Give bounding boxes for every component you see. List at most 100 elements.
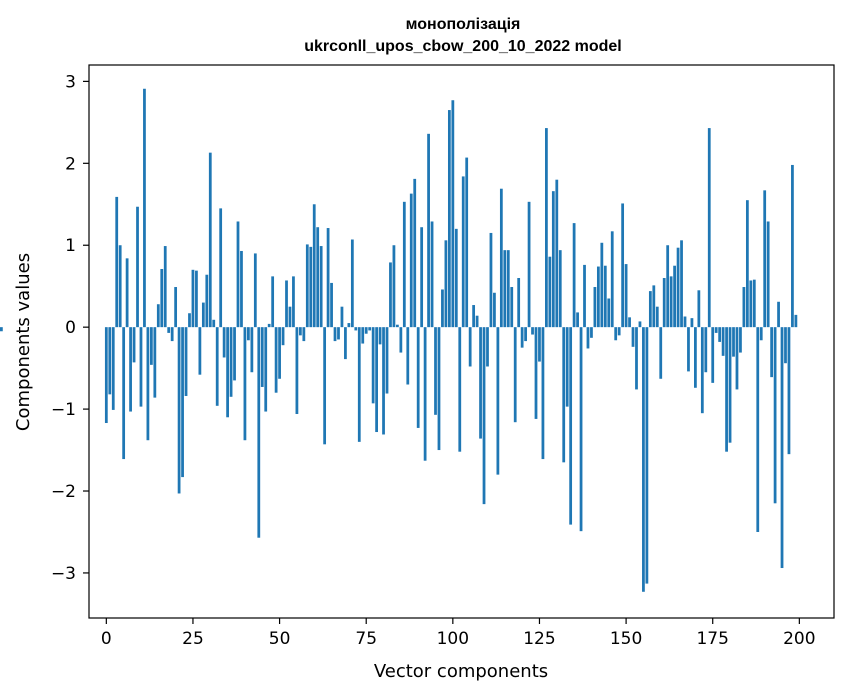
bar xyxy=(569,327,573,525)
bar xyxy=(721,327,725,356)
bar xyxy=(347,323,351,328)
bar xyxy=(475,315,479,328)
bar xyxy=(264,327,268,412)
bar xyxy=(631,327,635,347)
bar xyxy=(104,327,108,424)
bar xyxy=(337,327,340,340)
bar xyxy=(642,327,645,592)
bar xyxy=(697,290,701,328)
bar xyxy=(749,280,753,328)
bar xyxy=(444,240,448,328)
bar xyxy=(499,188,503,328)
bar xyxy=(222,327,226,358)
bar xyxy=(191,269,195,328)
bar xyxy=(690,318,694,328)
y-tick-label: 3 xyxy=(65,72,76,92)
bar xyxy=(160,268,164,328)
bar xyxy=(354,327,358,331)
x-tick-label: 100 xyxy=(437,629,469,649)
bar xyxy=(129,327,132,412)
bar xyxy=(330,282,333,328)
bar xyxy=(545,128,548,328)
bar xyxy=(361,327,365,344)
bar xyxy=(454,228,458,328)
bar xyxy=(441,289,444,328)
bar xyxy=(143,88,146,328)
bar xyxy=(385,327,389,394)
bar xyxy=(402,201,406,328)
bar xyxy=(423,327,427,461)
bar xyxy=(732,327,735,357)
plot-area-frame xyxy=(88,64,835,619)
bar xyxy=(177,327,181,494)
bar xyxy=(735,327,739,390)
bar xyxy=(108,327,112,395)
bar xyxy=(687,327,690,372)
bar xyxy=(787,327,791,455)
bar xyxy=(122,327,126,460)
bar xyxy=(614,327,618,341)
bar xyxy=(513,327,517,423)
x-axis-ticks: 0 25 50 75 100 125 150 175 200 xyxy=(101,618,816,649)
bar xyxy=(278,327,281,379)
x-tick-label: 125 xyxy=(523,629,555,649)
bar xyxy=(195,270,198,328)
bar xyxy=(298,327,302,336)
y-tick-label: 0 xyxy=(65,318,76,338)
bar xyxy=(756,327,760,532)
bar xyxy=(603,265,607,328)
bar xyxy=(250,327,254,373)
bar xyxy=(680,240,683,328)
bar xyxy=(517,278,521,328)
bar xyxy=(794,314,798,328)
x-tick-label: 50 xyxy=(269,629,291,649)
bar xyxy=(527,201,531,328)
bar xyxy=(233,327,236,381)
bar xyxy=(371,327,375,404)
bar xyxy=(493,292,496,328)
x-axis-label: Vector components xyxy=(374,661,548,682)
bar xyxy=(777,301,780,328)
bar xyxy=(489,232,493,328)
bar xyxy=(350,239,354,328)
bar xyxy=(344,327,347,360)
bar xyxy=(368,327,372,331)
bar xyxy=(645,327,649,584)
bar xyxy=(451,100,455,328)
bar xyxy=(357,327,361,442)
bar xyxy=(271,276,275,328)
bar xyxy=(551,191,555,328)
bar xyxy=(461,176,465,328)
bar xyxy=(725,327,728,452)
bars-group xyxy=(0,88,798,592)
bar xyxy=(139,327,143,407)
y-axis-label: Components values xyxy=(13,253,34,431)
chart-subtitle: ukrconll_upos_cbow_200_10_2022 model xyxy=(304,38,621,55)
bar xyxy=(427,133,430,328)
bar xyxy=(458,327,462,452)
bar xyxy=(392,245,396,328)
bar xyxy=(215,327,219,406)
bar xyxy=(340,306,344,328)
bar xyxy=(759,327,763,341)
bar xyxy=(236,221,240,328)
bar xyxy=(638,321,642,328)
bar xyxy=(167,327,171,333)
x-tick-label: 200 xyxy=(783,629,815,649)
bar xyxy=(562,327,566,463)
x-tick-label: 175 xyxy=(696,629,728,649)
bar xyxy=(136,206,139,328)
y-axis-ticks: −3 −2 −1 0 1 2 3 xyxy=(51,72,89,584)
bar xyxy=(593,287,597,328)
bar xyxy=(707,128,711,328)
bar xyxy=(257,327,261,538)
bar xyxy=(572,223,576,328)
bar xyxy=(375,327,378,433)
bar xyxy=(309,246,313,328)
bar xyxy=(728,327,732,443)
bar xyxy=(285,280,288,328)
bar xyxy=(118,245,122,328)
bar xyxy=(596,266,600,328)
bar xyxy=(673,265,676,328)
